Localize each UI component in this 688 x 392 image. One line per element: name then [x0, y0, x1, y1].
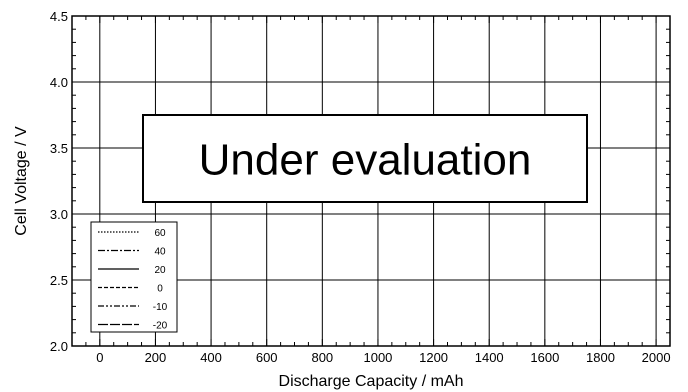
y-tick-label: 2.5 — [50, 273, 68, 288]
x-tick-label: 2000 — [642, 350, 671, 365]
y-axis-label: Cell Voltage / V — [13, 126, 30, 236]
x-tick-label: 1200 — [419, 350, 448, 365]
x-tick-labels: 0 200 400 600 800 1000 1200 1400 1600 1800 2000 — [96, 350, 670, 365]
annotation-text: Under evaluation — [199, 136, 532, 185]
plot-frame — [71, 15, 671, 347]
legend-label-60: 60 — [154, 228, 166, 239]
x-tick-label: 600 — [256, 350, 278, 365]
under-evaluation-box: Under evaluation — [142, 114, 588, 203]
legend-label--10: -10 — [153, 302, 168, 313]
legend-label--20: -20 — [153, 321, 168, 332]
legend-label-0: 0 — [157, 284, 163, 295]
legend-label-20: 20 — [154, 265, 166, 276]
x-tick-label: 800 — [311, 350, 333, 365]
legend-items: 60 40 20 0 -10 -20 — [98, 228, 168, 332]
y-tick-label: 3.5 — [50, 141, 68, 156]
x-tick-label: 0 — [96, 350, 103, 365]
legend: 60 40 20 0 -10 -20 — [90, 221, 178, 333]
annotation-rect — [142, 114, 588, 203]
x-tick-label: 1000 — [363, 350, 392, 365]
y-tick-label: 2.0 — [50, 339, 68, 354]
x-tick-label: 1600 — [530, 350, 559, 365]
x-tick-label: 1800 — [586, 350, 615, 365]
ticks-layer — [71, 15, 671, 347]
y-tick-label: 4.0 — [50, 75, 68, 90]
x-tick-label: 400 — [200, 350, 222, 365]
legend-label-40: 40 — [154, 247, 166, 258]
y-tick-label: 3.0 — [50, 207, 68, 222]
x-tick-label: 1400 — [475, 350, 504, 365]
y-tick-labels: 2.0 2.5 3.0 3.5 4.0 4.5 — [50, 9, 68, 354]
x-axis-label: Discharge Capacity / mAh — [279, 373, 464, 390]
y-tick-label: 4.5 — [50, 9, 68, 24]
legend-box — [90, 221, 178, 333]
x-tick-label: 200 — [145, 350, 167, 365]
